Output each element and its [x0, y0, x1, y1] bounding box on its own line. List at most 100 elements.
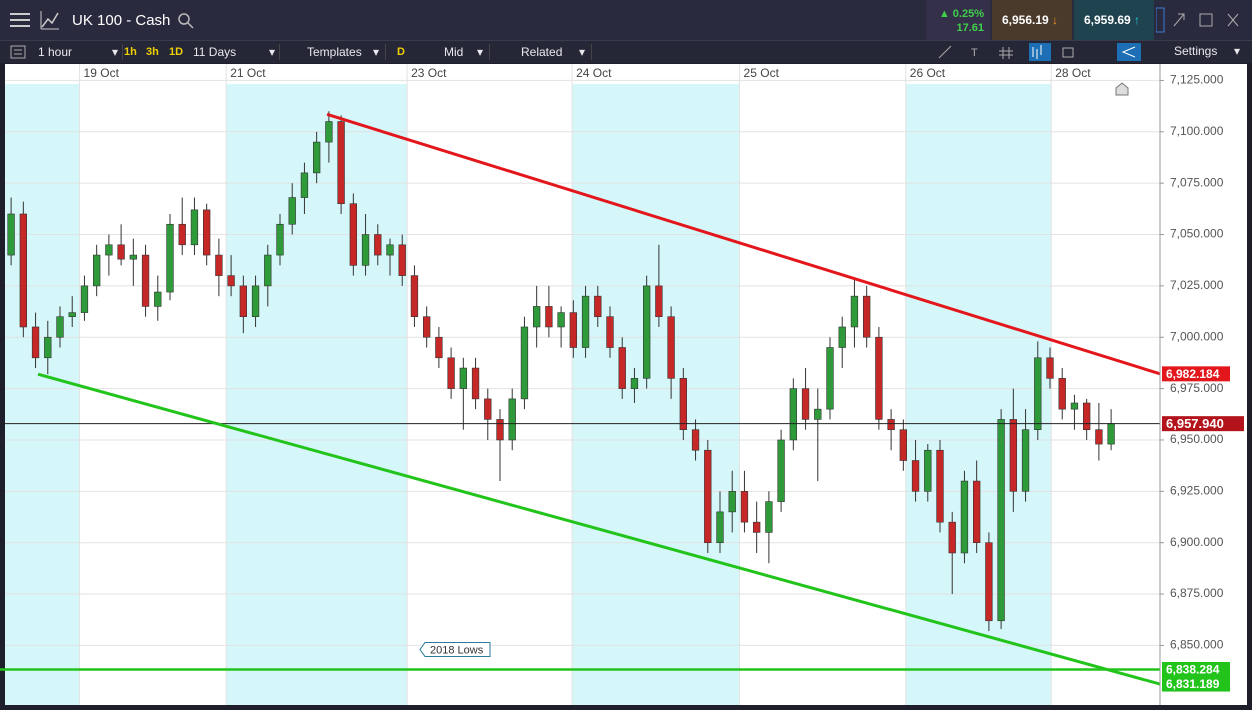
candle-body	[227, 275, 235, 287]
candle-body	[826, 347, 834, 410]
candle-body	[178, 223, 186, 246]
candle-body	[166, 223, 174, 293]
candle-body	[398, 244, 406, 276]
price-type: Mid	[444, 45, 464, 59]
range: 11 Days	[193, 45, 237, 59]
quick-1h[interactable]: 1h	[124, 46, 137, 58]
chart-icon[interactable]	[40, 10, 60, 30]
change-pct: ▲ 0.25%	[938, 8, 984, 20]
candle-body	[410, 275, 419, 318]
candle-body	[80, 285, 89, 313]
candle-body	[239, 285, 247, 318]
candle-body	[251, 285, 260, 318]
home-marker	[1115, 82, 1129, 96]
range-select[interactable]: 11 Days ▾	[188, 44, 280, 60]
x-tick-label: 24 Oct	[576, 66, 612, 80]
candle-body	[704, 449, 712, 543]
change-pct-value: 0.25%	[952, 8, 984, 20]
candle-body	[936, 449, 944, 523]
day-band	[5, 84, 80, 705]
candle-body	[374, 234, 382, 256]
price-select[interactable]: Mid ▾	[418, 44, 490, 60]
candle-body	[435, 336, 443, 359]
candle-body	[875, 336, 883, 420]
candle-body	[691, 429, 700, 451]
candle-body	[569, 312, 577, 348]
y-tick-label: 6,975.000	[1170, 381, 1224, 395]
candle-body	[777, 439, 785, 502]
y-tick-label: 6,950.000	[1170, 432, 1224, 446]
candle-body	[740, 491, 749, 523]
change-value: 17.61	[956, 22, 984, 34]
buy-price: 6,959.69	[1084, 13, 1131, 27]
candle-body	[643, 285, 651, 379]
sell-button[interactable]: 6,956.19 ↓	[992, 0, 1072, 40]
candle-body	[288, 197, 296, 225]
y-tick-label: 7,050.000	[1170, 227, 1224, 241]
quick-3h[interactable]: 3h	[146, 46, 159, 58]
d-button[interactable]: D	[397, 46, 405, 58]
candle-body	[997, 419, 1005, 622]
price-tag-box	[1162, 661, 1230, 677]
candle-body	[924, 449, 932, 492]
list-icon[interactable]	[10, 45, 26, 59]
templates: Templates	[307, 45, 362, 59]
y-tick-label: 6,850.000	[1170, 638, 1224, 652]
candle-body	[447, 357, 455, 389]
candle-body	[56, 316, 64, 338]
candle-body	[545, 306, 553, 328]
candle-body	[19, 213, 27, 328]
candle-body	[655, 285, 663, 318]
y-tick-label: 6,875.000	[1170, 586, 1224, 600]
related-select[interactable]: Related ▾	[496, 44, 592, 60]
search-icon[interactable]	[178, 13, 194, 29]
candle-body	[203, 209, 211, 256]
price-tag-box	[1162, 416, 1244, 432]
candle-body	[814, 408, 822, 420]
candle-body	[93, 254, 101, 287]
candle-body	[899, 429, 907, 461]
day-band	[226, 84, 408, 705]
candle-body	[973, 480, 981, 543]
candle-body	[581, 295, 590, 348]
menu-icon[interactable]	[10, 12, 30, 28]
candle-body	[1046, 357, 1054, 379]
interval-select[interactable]: 1 hour ▾	[32, 44, 123, 60]
window-icons[interactable]	[1156, 6, 1246, 34]
templates-select[interactable]: Templates ▾	[282, 44, 386, 60]
svg-text:T: T	[971, 47, 978, 59]
candle-body	[911, 460, 920, 492]
candle-body	[716, 511, 724, 543]
trendline	[326, 112, 1161, 376]
y-tick-label: 6,925.000	[1170, 484, 1224, 498]
candle-body	[985, 542, 993, 622]
quick-1d[interactable]: 1D	[169, 46, 184, 58]
candle-body	[887, 419, 895, 430]
candle-body	[1009, 419, 1017, 492]
candle-body	[325, 121, 333, 143]
candle-body	[960, 480, 969, 554]
candle-body	[838, 326, 846, 348]
x-tick-label: 28 Oct	[1055, 66, 1091, 80]
buy-button[interactable]: 6,959.69 ↑	[1074, 0, 1154, 40]
price-tag: 6,957.940	[1166, 416, 1224, 431]
candle-body	[863, 295, 871, 338]
related: Related	[521, 45, 563, 59]
day-band	[905, 84, 1052, 705]
drawing-tools[interactable]: T	[935, 43, 1145, 61]
candle-body	[386, 244, 394, 256]
candle-body	[801, 388, 810, 420]
settings-button[interactable]: Settings ▾	[1174, 44, 1240, 58]
candle-body	[300, 172, 309, 198]
candle-body	[264, 254, 272, 287]
trend-tag: 6,982.184	[1166, 367, 1220, 381]
candle-body	[728, 491, 736, 513]
candle-body	[1034, 357, 1042, 430]
candle-body	[1070, 402, 1079, 410]
candle-body	[68, 312, 76, 318]
candle-body	[471, 367, 480, 400]
y-tick-label: 6,900.000	[1170, 535, 1224, 549]
y-tick-label: 7,075.000	[1170, 175, 1224, 189]
candle-body	[533, 306, 541, 328]
